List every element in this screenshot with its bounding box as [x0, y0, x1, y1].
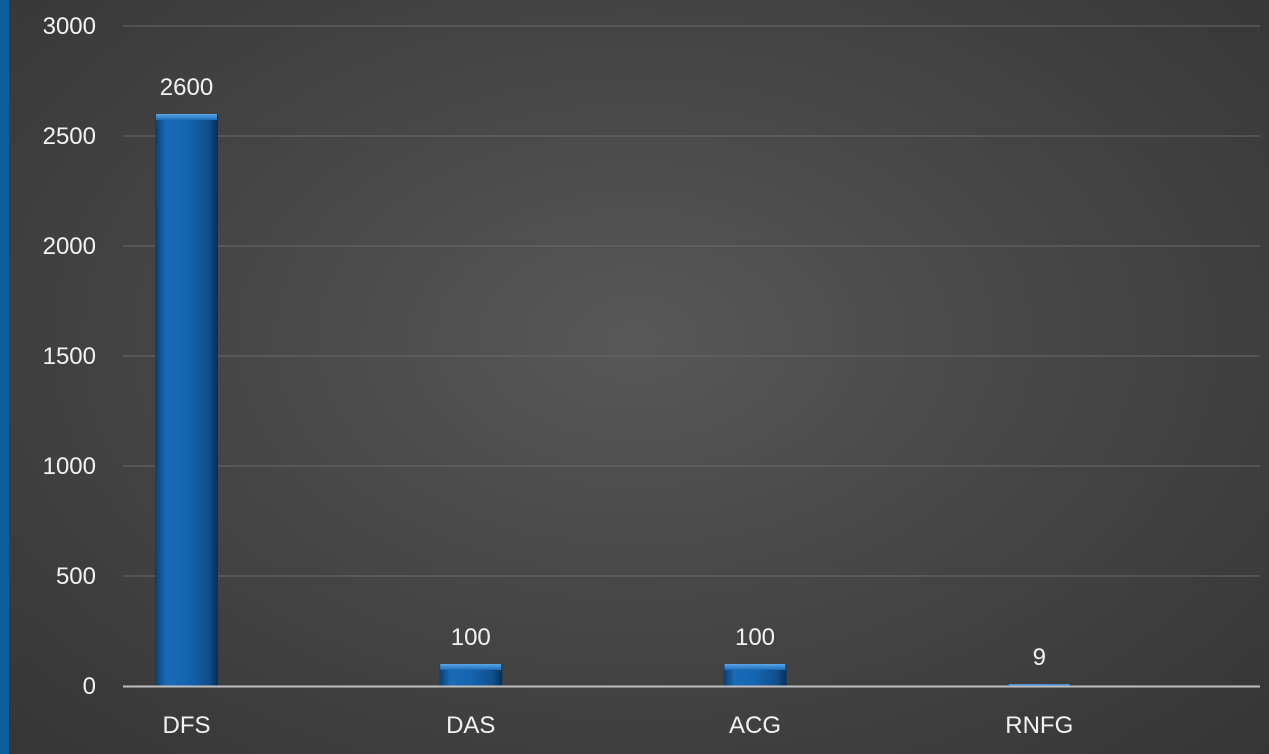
- bar-cap: [440, 664, 502, 670]
- x-category-label: DFS: [163, 712, 211, 739]
- data-label: 100: [735, 624, 775, 651]
- data-labels: 2600 100 100 9: [160, 74, 1046, 671]
- bar-dfs: [155, 114, 218, 686]
- data-label: 9: [1033, 644, 1046, 671]
- bar-das: [439, 664, 503, 686]
- bar-cap: [1008, 684, 1070, 686]
- bar-cap: [156, 114, 217, 120]
- y-tick-label: 1500: [43, 343, 96, 370]
- x-category-label: RNFG: [1005, 712, 1073, 739]
- left-accent-stripe: [0, 0, 9, 754]
- y-tick-label: 3000: [43, 13, 96, 40]
- bar-cap: [724, 664, 786, 670]
- y-tick-label: 1000: [43, 453, 96, 480]
- data-label: 100: [451, 624, 491, 651]
- y-tick-label: 0: [83, 673, 96, 700]
- bars: [155, 114, 1071, 686]
- bar-rnfg: [1007, 684, 1071, 686]
- gridlines: [123, 25, 1260, 577]
- y-axis-tick-labels: 0 500 1000 1500 2000 2500 3000: [43, 13, 96, 700]
- x-category-label: ACG: [729, 712, 781, 739]
- data-label: 2600: [160, 74, 213, 101]
- x-axis-category-labels: DFS DAS ACG RNFG: [163, 712, 1074, 739]
- y-tick-label: 2000: [43, 233, 96, 260]
- bar-body: [155, 114, 218, 686]
- x-category-label: DAS: [446, 712, 495, 739]
- y-tick-label: 2500: [43, 123, 96, 150]
- y-tick-label: 500: [56, 563, 96, 590]
- bar-acg: [723, 664, 787, 686]
